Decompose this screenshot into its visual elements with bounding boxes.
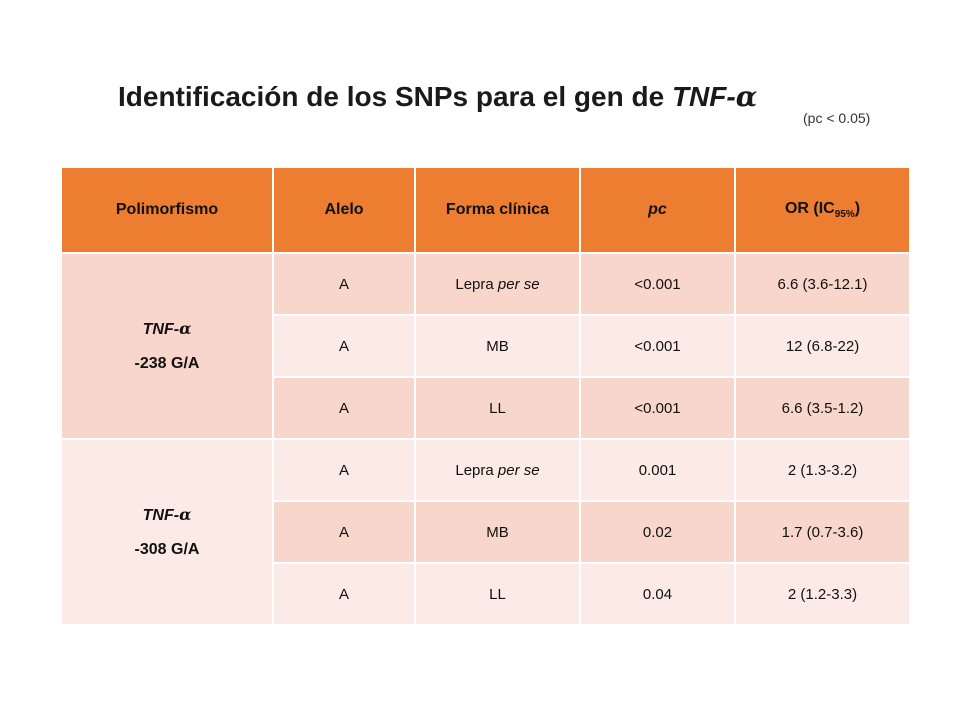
or-cell: 1.7 (0.7-3.6) xyxy=(734,500,911,564)
forma-cell: MB xyxy=(414,500,581,564)
forma-cell: LL xyxy=(414,376,581,440)
alelo-cell: A xyxy=(272,562,416,626)
pc-cell: <0.001 xyxy=(579,252,736,316)
or-cell: 2 (1.2-3.3) xyxy=(734,562,911,626)
pc-cell: <0.001 xyxy=(579,376,736,440)
polymorphism-gene: TNF-α xyxy=(142,504,192,524)
forma-cell: Lepra per se xyxy=(414,252,581,316)
pc-cell: 0.02 xyxy=(579,500,736,564)
pc-cell: 0.04 xyxy=(579,562,736,626)
table-row: A LL 0.04 2 (1.2-3.3) xyxy=(61,562,911,626)
title-gene: TNF- xyxy=(671,81,736,112)
polymorphism-cell: TNF-α -308 G/A xyxy=(60,438,274,626)
table-row: A LL <0.001 6.6 (3.5-1.2) xyxy=(61,376,911,440)
header-forma-clinica: Forma clínica xyxy=(414,166,581,254)
slide-title: Identificación de los SNPs para el gen d… xyxy=(118,80,757,113)
polymorphism-variant: -308 G/A xyxy=(134,540,200,558)
forma-cell: MB xyxy=(414,314,581,378)
snp-table: Polimorfismo Alelo Forma clínica pc OR (… xyxy=(60,166,911,626)
forma-cell: Lepra per se xyxy=(414,438,581,502)
title-alpha: α xyxy=(735,80,758,113)
header-polimorfismo: Polimorfismo xyxy=(60,166,274,254)
polymorphism-cell: TNF-α -238 G/A xyxy=(60,252,274,440)
header-alelo: Alelo xyxy=(272,166,416,254)
polymorphism-variant: -238 G/A xyxy=(134,354,200,372)
or-cell: 6.6 (3.5-1.2) xyxy=(734,376,911,440)
table-row: TNF-α -238 G/A A Lepra per se <0.001 6.6… xyxy=(60,252,911,440)
or-cell: 2 (1.3-3.2) xyxy=(734,438,911,502)
significance-note: (pc < 0.05) xyxy=(803,110,871,126)
or-cell: 6.6 (3.6-12.1) xyxy=(734,252,911,316)
header-pc: pc xyxy=(579,166,736,254)
alelo-cell: A xyxy=(272,252,416,316)
pc-cell: 0.001 xyxy=(579,438,736,502)
or-cell: 12 (6.8-22) xyxy=(734,314,911,378)
header-or: OR (IC95%) xyxy=(734,166,911,254)
alelo-cell: A xyxy=(272,500,416,564)
pc-cell: <0.001 xyxy=(579,314,736,378)
forma-cell: LL xyxy=(414,562,581,626)
table-row: TNF-α -308 G/A A Lepra per se 0.001 2 (1… xyxy=(60,438,911,626)
alelo-cell: A xyxy=(272,314,416,378)
polymorphism-gene: TNF-α xyxy=(142,318,192,338)
table-row: A MB 0.02 1.7 (0.7-3.6) xyxy=(61,500,911,564)
table-header-row: Polimorfismo Alelo Forma clínica pc OR (… xyxy=(60,166,911,254)
title-text: Identificación de los SNPs para el gen d… xyxy=(118,81,672,112)
alelo-cell: A xyxy=(272,438,416,502)
alelo-cell: A xyxy=(272,376,416,440)
table-row: A MB <0.001 12 (6.8-22) xyxy=(61,314,911,378)
